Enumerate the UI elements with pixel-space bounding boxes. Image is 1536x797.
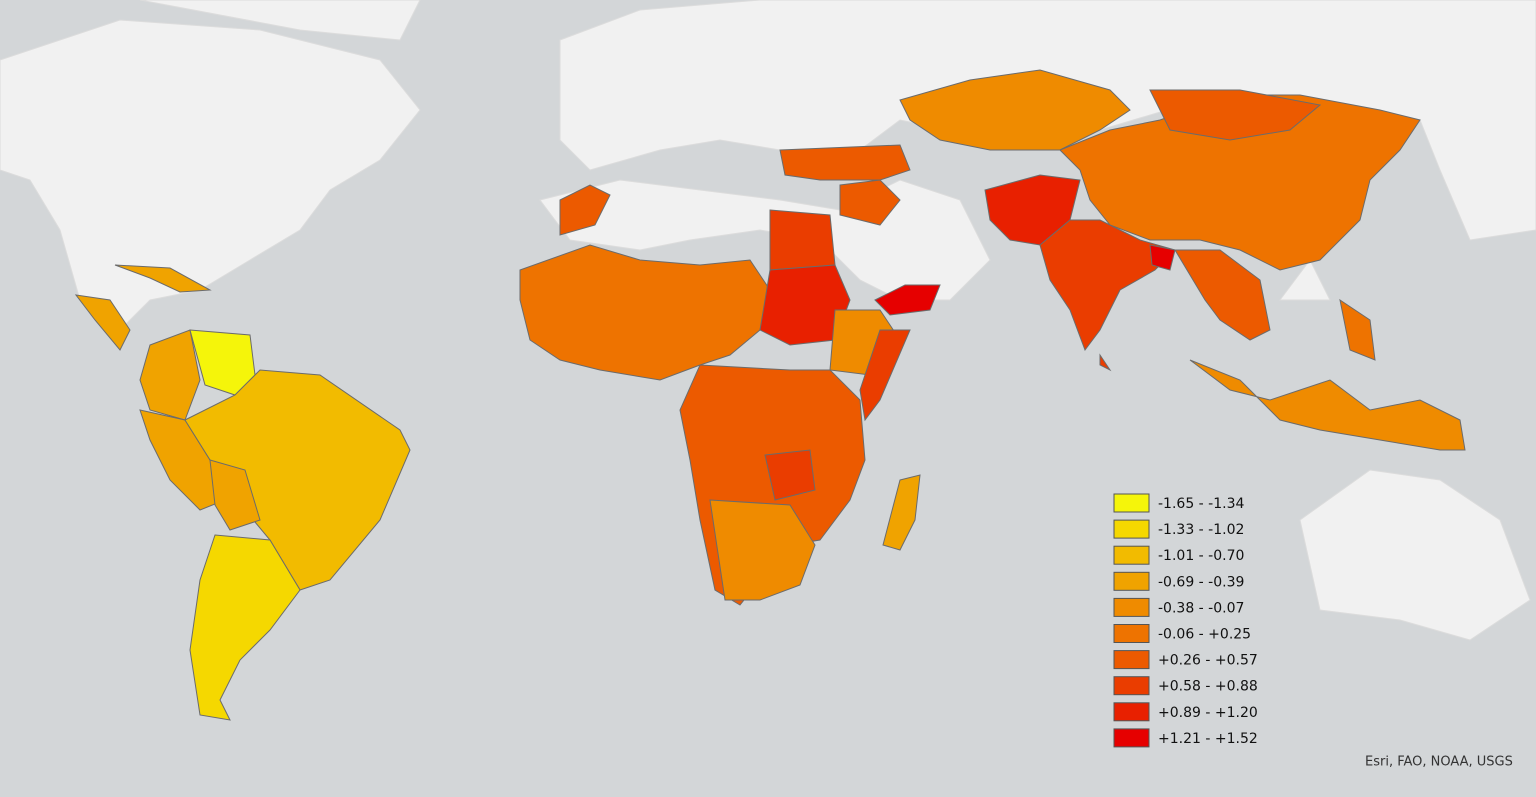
country — [899, 69, 1131, 151]
legend-swatch — [1113, 597, 1150, 617]
legend-label: +1.21 - +1.52 — [1158, 731, 1258, 747]
legend-label: -0.06 - +0.25 — [1158, 627, 1251, 643]
legend: -1.65 - -1.34 -1.33 - -1.02 -1.01 - -0.70 -… — [1113, 493, 1258, 748]
country — [519, 244, 771, 381]
legend-label: -0.38 - -0.07 — [1158, 600, 1244, 616]
legend-swatch — [1113, 493, 1150, 513]
legend-swatch — [1113, 728, 1150, 748]
country — [769, 209, 836, 271]
country — [839, 179, 901, 226]
legend-label: -1.33 - -1.02 — [1158, 522, 1244, 538]
country — [874, 284, 941, 316]
country — [709, 499, 816, 601]
legend-label: -1.01 - -0.70 — [1158, 548, 1244, 564]
country — [764, 449, 816, 501]
legend-label: +0.26 - +0.57 — [1158, 653, 1258, 669]
legend-label: +0.58 - +0.88 — [1158, 679, 1258, 695]
country — [882, 474, 921, 551]
attribution: Esri, FAO, NOAA, USGS — [1365, 755, 1513, 770]
country — [559, 184, 611, 236]
country — [74, 294, 131, 351]
legend-swatch — [1113, 519, 1150, 539]
country — [859, 329, 911, 422]
country — [1039, 219, 1176, 352]
country — [1174, 249, 1271, 341]
country — [1149, 89, 1322, 141]
legend-swatch — [1113, 624, 1150, 643]
legend-swatch — [1113, 676, 1150, 696]
legend-swatch — [1113, 545, 1150, 565]
country — [1149, 244, 1176, 271]
legend-label: -0.69 - -0.39 — [1158, 574, 1244, 590]
country — [209, 459, 261, 531]
country — [1339, 298, 1376, 361]
country — [1189, 359, 1466, 451]
country — [779, 144, 911, 181]
legend-label: -1.65 - -1.34 — [1158, 496, 1244, 512]
country — [1099, 353, 1112, 372]
base-land — [0, 0, 1536, 641]
legend-swatch — [1113, 650, 1150, 670]
legend-swatch — [1113, 702, 1150, 722]
country — [114, 264, 212, 293]
country — [189, 534, 301, 721]
legend-swatch — [1113, 571, 1150, 591]
regions — [74, 69, 1466, 721]
legend-label: +0.89 - +1.20 — [1158, 705, 1258, 721]
